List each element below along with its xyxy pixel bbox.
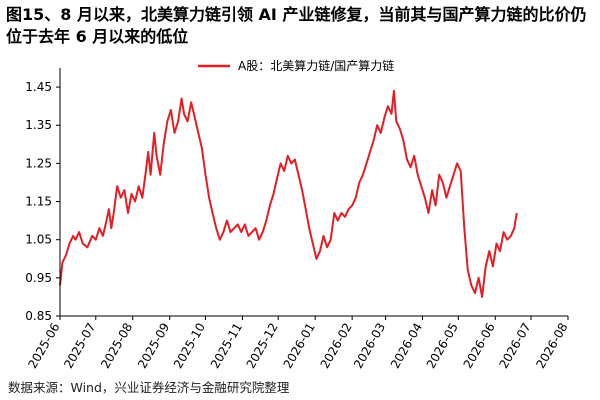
plot-area: [59, 89, 518, 298]
x-tick-label: 2025-12: [244, 321, 281, 371]
y-axis: 0.85 0.95 1.05 1.15 1.25 1.35 1.45: [25, 68, 61, 323]
legend: A股：北美算力链/国产算力链: [198, 58, 394, 73]
y-tick-label: 1.35: [25, 118, 52, 132]
x-tick-label: 2026-04: [388, 321, 425, 371]
legend-label: A股：北美算力链/国产算力链: [238, 58, 394, 73]
y-tick-label: 1.05: [25, 233, 52, 247]
x-tick-label: 2025-06: [25, 321, 62, 371]
line-chart: A股：北美算力链/国产算力链 0.85 0.95 1.05 1.15 1.25 1.35 1…: [25, 58, 571, 371]
series-line: [59, 89, 518, 298]
x-tick-label: 2025-09: [135, 321, 172, 371]
x-tick-label: 2026-06: [461, 320, 498, 370]
y-tick-label: 1.25: [25, 156, 52, 170]
source-note: 数据来源：Wind，兴业证券经济与金融研究院整理: [8, 380, 290, 395]
chart-title: 图15、8 月以来，北美算力链引领 AI 产业链修复，当前其与国产算力链的比价仍…: [6, 5, 587, 46]
y-tick-label: 1.45: [25, 80, 52, 94]
x-tick-label: 2026-01: [281, 321, 318, 371]
y-tick-label: 0.85: [25, 309, 52, 323]
x-tick-label: 2025-08: [98, 321, 135, 371]
x-tick-label: 2026-07: [496, 321, 533, 371]
x-tick-label: 2026-03: [351, 321, 388, 371]
x-tick-label: 2025-11: [208, 321, 245, 371]
x-tick-label: 2026-02: [318, 321, 355, 371]
y-tick-label: 1.15: [25, 195, 52, 209]
x-tick-label: 2025-10: [171, 321, 208, 371]
x-tick-label: 2026-05: [424, 321, 461, 371]
y-tick-label: 0.95: [25, 271, 52, 285]
x-tick-label: 2025-07: [61, 321, 98, 371]
x-tick-label: 2026-08: [533, 321, 570, 371]
